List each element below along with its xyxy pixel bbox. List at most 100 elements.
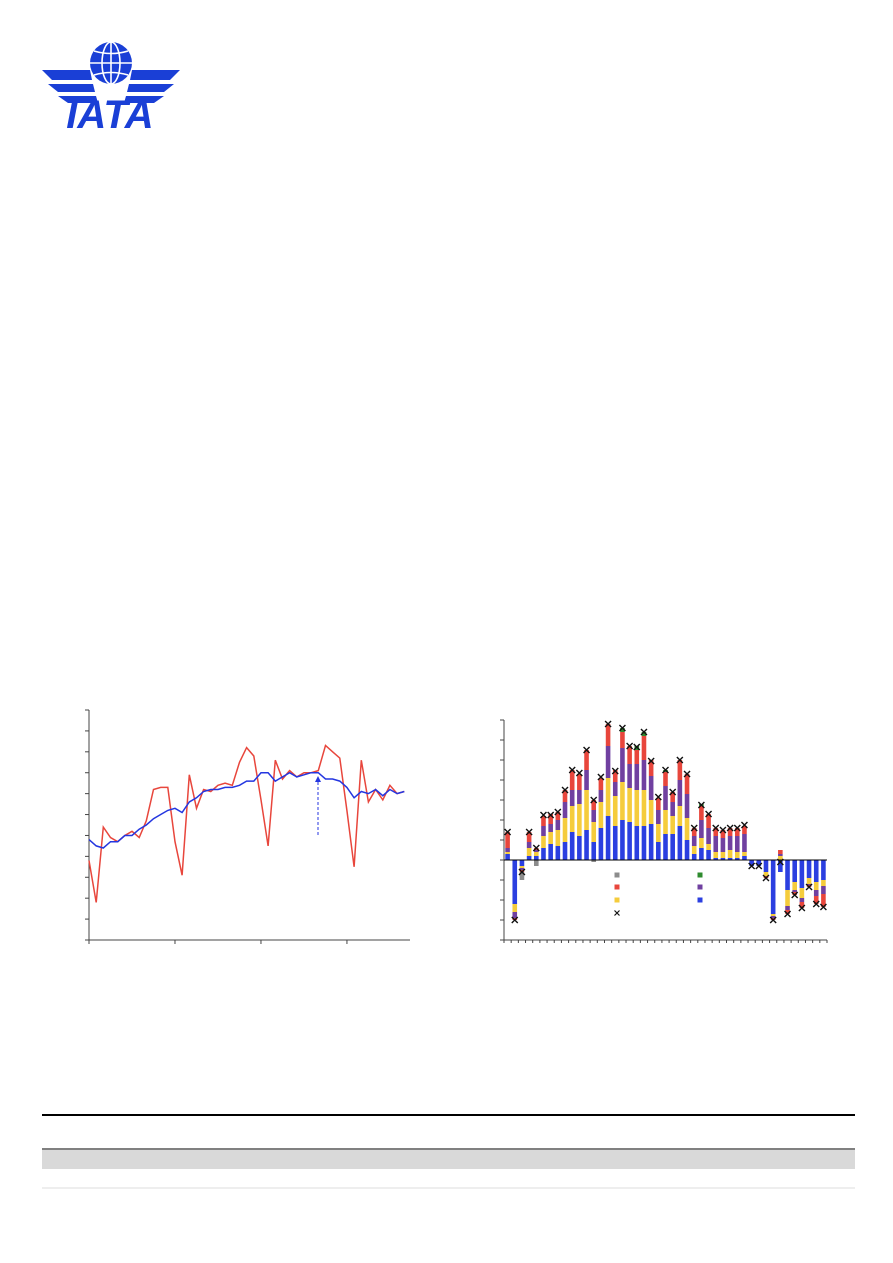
bar-segment <box>541 848 546 860</box>
bar-segment <box>770 914 776 916</box>
bar-segment <box>605 816 611 860</box>
bar-segment <box>541 836 546 848</box>
bar-segment <box>519 870 525 872</box>
bar-segment <box>577 836 582 860</box>
total-marker <box>518 868 526 876</box>
bar-segment <box>648 760 654 776</box>
bar-segment <box>663 770 668 772</box>
bar-segment <box>699 838 704 848</box>
total-marker <box>798 904 806 912</box>
bar-segment <box>526 848 532 856</box>
total-marker <box>525 828 533 836</box>
bar-segment <box>684 794 690 818</box>
bar-segment <box>519 866 525 868</box>
legend-swatch <box>614 897 620 903</box>
total-marker <box>791 891 799 899</box>
bar-segment <box>569 832 575 860</box>
bar-segment <box>763 876 769 878</box>
bar-segment <box>691 828 697 836</box>
bar-segment <box>792 892 797 895</box>
bar-segment <box>627 822 632 860</box>
total-marker <box>733 824 741 832</box>
logo-text: IATA <box>66 93 153 137</box>
total-marker <box>740 821 748 829</box>
total-marker <box>590 796 598 804</box>
legend-swatch <box>614 872 620 878</box>
bar-segment <box>670 792 675 802</box>
bar-segment <box>534 852 539 856</box>
bar-segment <box>720 838 726 852</box>
total-marker <box>690 824 698 832</box>
bar-segment <box>792 890 797 892</box>
bar-segment <box>548 824 553 832</box>
bar-segment <box>534 850 539 852</box>
bar-segment <box>534 856 539 860</box>
bar-segment <box>799 902 805 908</box>
bar-segment <box>813 896 819 904</box>
bar-segment <box>555 830 561 846</box>
bar-segment <box>620 782 625 820</box>
total-marker <box>776 858 784 866</box>
total-marker <box>726 824 734 832</box>
legend-swatch <box>697 872 703 878</box>
bar-segment <box>670 834 675 860</box>
bar-segment <box>806 884 812 885</box>
bar-segment <box>727 828 733 836</box>
bar-segment <box>620 748 625 782</box>
total-marker <box>633 743 641 751</box>
bar-segment <box>677 760 683 780</box>
total-marker <box>611 767 619 775</box>
bar-segment <box>727 850 733 858</box>
bar-segment <box>742 834 747 852</box>
bar-segment <box>713 858 719 860</box>
bar-segment <box>648 824 654 860</box>
bar-segment <box>598 828 604 860</box>
bar-segment <box>691 846 697 854</box>
bar-segment <box>706 814 711 828</box>
legend-swatch <box>697 884 703 890</box>
bar-segment <box>742 856 747 860</box>
bar-segment <box>598 790 604 802</box>
bar-segment <box>821 894 826 907</box>
line-series <box>88 771 405 849</box>
bar-segment <box>785 906 790 910</box>
total-marker <box>769 916 777 924</box>
bar-segment <box>742 852 747 856</box>
bar-segment <box>555 820 561 830</box>
bar-segment <box>641 826 647 860</box>
bar-segment <box>670 816 675 834</box>
total-marker <box>683 770 691 778</box>
bar-segment <box>627 788 632 822</box>
bar-segment <box>656 798 661 810</box>
bar-segment <box>634 764 640 790</box>
bar-segment <box>548 814 553 824</box>
bar-segment <box>562 842 568 860</box>
bar-segment <box>577 774 582 790</box>
bar-segment <box>727 858 733 860</box>
bar-segment <box>778 856 783 860</box>
total-marker <box>640 728 648 736</box>
bar-segment <box>785 890 790 906</box>
bar-segment <box>691 836 697 846</box>
total-marker <box>669 788 677 796</box>
bar-segment <box>770 918 776 920</box>
bar-segment <box>519 860 525 866</box>
bar-segment <box>806 885 812 887</box>
bar-segment <box>641 760 647 790</box>
bar-segment <box>555 812 561 820</box>
total-marker <box>583 746 591 754</box>
bar-segment <box>806 860 812 878</box>
bar-segment <box>799 860 805 888</box>
bar-segment <box>584 770 589 790</box>
bar-segment <box>763 860 769 872</box>
bar-segment <box>620 728 625 732</box>
bar-segment <box>677 806 683 826</box>
total-marker <box>554 808 562 816</box>
bar-segment <box>512 918 518 920</box>
bar-segment <box>605 746 611 778</box>
bar-segment <box>699 806 704 820</box>
bar-segment <box>706 850 711 860</box>
bar-segment <box>813 890 819 896</box>
bar-segment <box>526 832 532 842</box>
bar-segment <box>785 910 790 914</box>
